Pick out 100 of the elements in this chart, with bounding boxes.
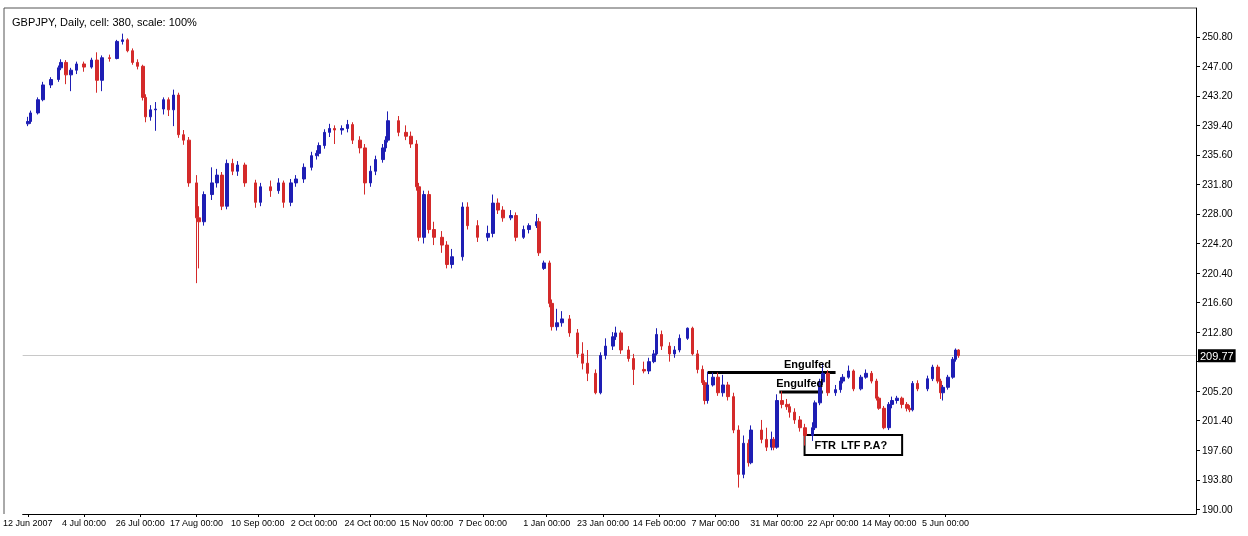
- y-tick-label: 190.00: [1202, 503, 1234, 515]
- x-tick-label: 17 Aug 00:00: [169, 517, 224, 528]
- candlestick: [172, 89, 175, 127]
- candlestick: [576, 328, 579, 359]
- candlestick: [310, 151, 313, 171]
- candlestick: [108, 54, 111, 63]
- candlestick: [49, 76, 53, 89]
- candlestick: [931, 364, 934, 382]
- x-tick-label: 24 Oct 00:00: [344, 517, 397, 528]
- candlestick: [911, 380, 914, 412]
- y-tick-label: 205.20: [1202, 385, 1234, 397]
- candlestick: [760, 419, 763, 444]
- candlestick: [64, 59, 68, 85]
- ref-line-label: 209.77: [1200, 349, 1234, 362]
- x-tick-label: 26 Jul 00:00: [115, 517, 165, 528]
- candlestick: [466, 201, 469, 231]
- y-tick-label: 216.60: [1202, 297, 1234, 309]
- candlestick: [696, 349, 699, 374]
- y-tick-label: 212.80: [1202, 326, 1234, 338]
- x-tick-label: 5 Jun 00:00: [921, 517, 970, 528]
- candlestick: [243, 162, 247, 188]
- candlestick: [346, 119, 349, 133]
- y-tick-label: 220.40: [1202, 267, 1234, 279]
- y-tick-label: 243.20: [1202, 90, 1234, 102]
- candlestick: [847, 365, 850, 380]
- candlestick: [542, 260, 546, 271]
- candlestick: [916, 379, 919, 392]
- candlestick: [333, 124, 336, 145]
- candlestick: [126, 37, 129, 53]
- candlestick: [149, 104, 152, 122]
- candlestick: [711, 372, 715, 388]
- candlestick: [826, 369, 830, 397]
- candlestick: [115, 39, 119, 60]
- candlestick: [742, 435, 745, 479]
- candlestick: [660, 330, 663, 351]
- x-tick-label: 14 Feb 00:00: [632, 517, 686, 528]
- candlestick: [100, 54, 104, 92]
- y-tick-label: 239.40: [1202, 119, 1234, 131]
- candlestick: [82, 61, 86, 73]
- candlestick: [422, 190, 426, 245]
- candlestick: [839, 376, 842, 394]
- candlestick: [259, 182, 262, 207]
- annotation: LTF P.A?: [841, 438, 888, 451]
- x-tick-label: 14 May 00:00: [861, 517, 917, 528]
- candlestick: [328, 123, 331, 138]
- candlestick: [749, 424, 753, 465]
- text: GBPJPY, Daily, cell: 380, scale: 100%: [12, 15, 198, 28]
- candlestick: [136, 58, 139, 70]
- candlestick: [537, 217, 541, 257]
- candlestick: [870, 370, 873, 384]
- y-tick-label: 228.00: [1202, 208, 1234, 220]
- candlestick: [632, 353, 635, 386]
- candlestick: [369, 165, 372, 188]
- x-tick-label: 2 Oct 00:00: [290, 517, 338, 528]
- candlestick: [619, 330, 623, 355]
- candlestick: [75, 61, 78, 75]
- x-tick-label: 7 Mar 00:00: [691, 517, 740, 528]
- candlestick: [461, 201, 464, 262]
- candlestick: [509, 209, 513, 221]
- x-tick-label: 12 Jun 2007: [3, 517, 53, 528]
- candlestick: [527, 222, 531, 234]
- candlestick: [852, 368, 855, 392]
- candlestick: [581, 341, 584, 370]
- candlestick: [522, 225, 525, 240]
- y-tick-label: 201.40: [1202, 415, 1234, 427]
- candlestick: [154, 101, 157, 132]
- y-tick-label: 247.00: [1202, 60, 1234, 72]
- candlestick: [957, 348, 960, 359]
- candlestick: [678, 333, 681, 353]
- candlestick: [351, 121, 354, 145]
- candlestick: [721, 374, 725, 398]
- candlestick: [302, 162, 306, 184]
- candlestick: [706, 371, 709, 405]
- candlestick: [374, 155, 377, 176]
- candlestick: [202, 190, 206, 227]
- candlestick: [514, 211, 518, 242]
- candlestick: [737, 424, 740, 489]
- candlestick: [187, 136, 191, 188]
- candlestick: [450, 248, 454, 269]
- y-tick-label: 193.80: [1202, 474, 1234, 486]
- candlestick: [586, 349, 589, 382]
- candlestick: [611, 331, 615, 351]
- candlestick: [220, 171, 224, 211]
- candlestick: [691, 326, 694, 356]
- candlestick: [121, 33, 124, 46]
- candlestick: [642, 361, 646, 374]
- candlestick: [535, 213, 538, 229]
- candlestick: [236, 160, 239, 177]
- candlestick: [282, 180, 285, 209]
- y-tick-label: 197.60: [1202, 444, 1234, 456]
- candlestick: [162, 96, 165, 115]
- x-tick-label: 23 Jan 00:00: [576, 517, 629, 528]
- candlestick: [594, 368, 597, 395]
- candlestick: [775, 393, 779, 450]
- candlestick: [177, 92, 180, 139]
- x-tick-label: 4 Jul 00:00: [61, 517, 107, 528]
- candlestick: [568, 314, 571, 338]
- x-tick-label: 31 Mar 00:00: [750, 517, 804, 528]
- candlestick: [69, 67, 73, 92]
- candlestick: [673, 345, 676, 359]
